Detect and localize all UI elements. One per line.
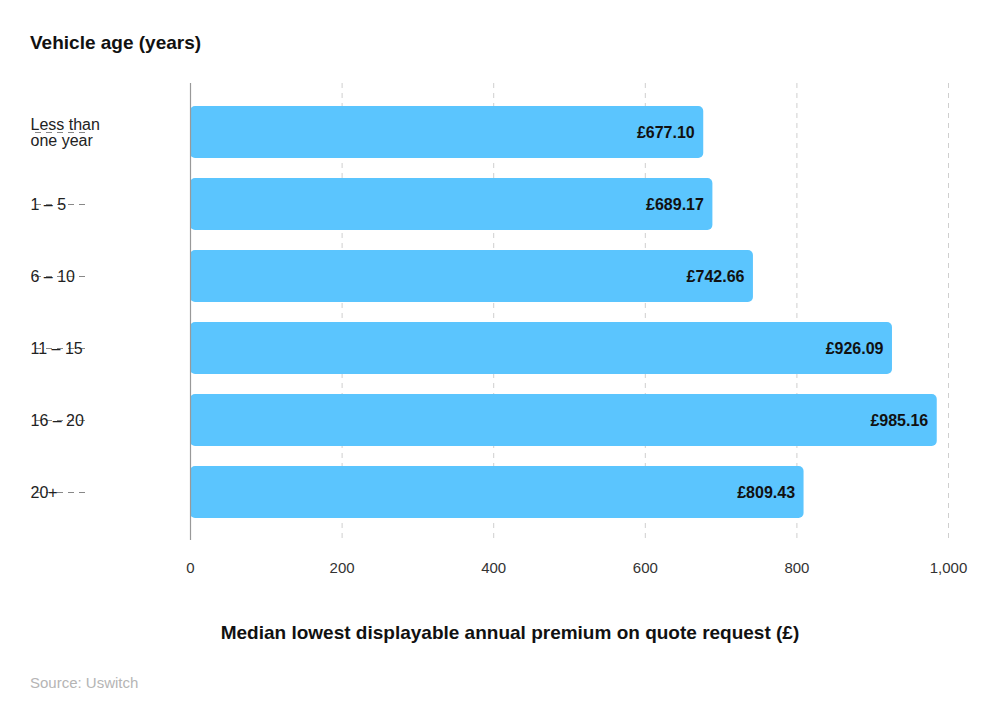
svg-text:1 – 5: 1 – 5 [31, 196, 67, 213]
svg-text:20+: 20+ [31, 484, 58, 501]
svg-text:0: 0 [186, 559, 194, 576]
svg-text:£809.43: £809.43 [737, 484, 795, 501]
svg-text:Less thanone year: Less thanone year [31, 116, 100, 149]
svg-text:£926.09: £926.09 [826, 340, 884, 357]
svg-text:£985.16: £985.16 [870, 412, 928, 429]
html-text:Source: Uswitch: Source: Uswitch [30, 674, 139, 691]
svg-text:16 – 20: 16 – 20 [31, 412, 84, 429]
html-text:Vehicle age (years): Vehicle age (years) [30, 32, 202, 53]
svg-text:1,000: 1,000 [930, 559, 968, 576]
svg-text:11 – 15: 11 – 15 [31, 340, 83, 357]
svg-text:600: 600 [633, 559, 658, 576]
svg-text:£742.66: £742.66 [687, 268, 745, 285]
html-text:Median lowest displayable annu: Median lowest displayable annual premium… [220, 622, 800, 643]
svg-text:6 – 10: 6 – 10 [31, 268, 76, 285]
svg-text:£689.17: £689.17 [646, 196, 704, 213]
svg-text:400: 400 [481, 559, 506, 576]
svg-text:800: 800 [784, 559, 809, 576]
svg-text:200: 200 [330, 559, 355, 576]
svg-text:£677.10: £677.10 [637, 124, 695, 141]
